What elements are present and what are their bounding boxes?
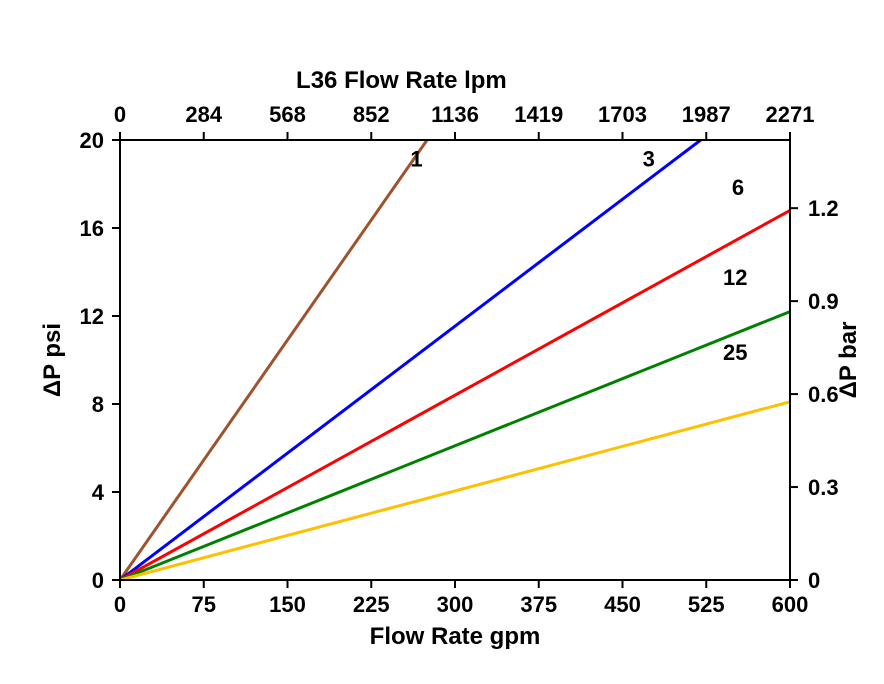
right-tick-label: 0.9 [808, 289, 839, 314]
top-tick-label: 0 [114, 102, 126, 127]
right-tick-label: 0.3 [808, 475, 839, 500]
right-tick-label: 1.2 [808, 196, 839, 221]
top-tick-label: 568 [269, 102, 306, 127]
left-tick-label: 8 [92, 392, 104, 417]
bottom-tick-label: 300 [437, 592, 474, 617]
chart-title: L36 Flow Rate lpm [296, 67, 507, 94]
bottom-tick-label: 600 [772, 592, 809, 617]
left-tick-label: 16 [80, 216, 104, 241]
bottom-tick-label: 0 [114, 592, 126, 617]
top-tick-label: 284 [185, 102, 222, 127]
bottom-tick-label: 525 [688, 592, 725, 617]
chart-svg: 075150225300375450525600Flow Rate gpm028… [0, 0, 884, 684]
series-label-1: 1 [410, 146, 422, 171]
right-tick-label: 0.6 [808, 382, 839, 407]
left-axis-label: ΔP psi [39, 323, 66, 397]
left-tick-label: 12 [80, 304, 104, 329]
top-tick-label: 1703 [598, 102, 647, 127]
top-tick-label: 1419 [514, 102, 563, 127]
bottom-tick-label: 225 [353, 592, 390, 617]
series-label-25: 25 [723, 340, 747, 365]
bottom-tick-label: 450 [604, 592, 641, 617]
series-label-3: 3 [643, 146, 655, 171]
top-tick-label: 852 [353, 102, 390, 127]
series-label-6: 6 [732, 175, 744, 200]
left-tick-label: 0 [92, 568, 104, 593]
chart-container: 075150225300375450525600Flow Rate gpm028… [0, 0, 884, 684]
top-tick-label: 2271 [766, 102, 815, 127]
top-tick-label: 1136 [431, 102, 479, 127]
top-tick-label: 1987 [682, 102, 731, 127]
left-tick-label: 20 [80, 128, 104, 153]
right-axis-label: ΔP bar [835, 322, 862, 399]
bottom-tick-label: 75 [192, 592, 216, 617]
series-label-12: 12 [723, 265, 747, 290]
bottom-tick-label: 375 [520, 592, 557, 617]
bottom-axis-label: Flow Rate gpm [370, 623, 541, 650]
bottom-tick-label: 150 [269, 592, 306, 617]
left-tick-label: 4 [92, 480, 105, 505]
right-tick-label: 0 [808, 568, 820, 593]
